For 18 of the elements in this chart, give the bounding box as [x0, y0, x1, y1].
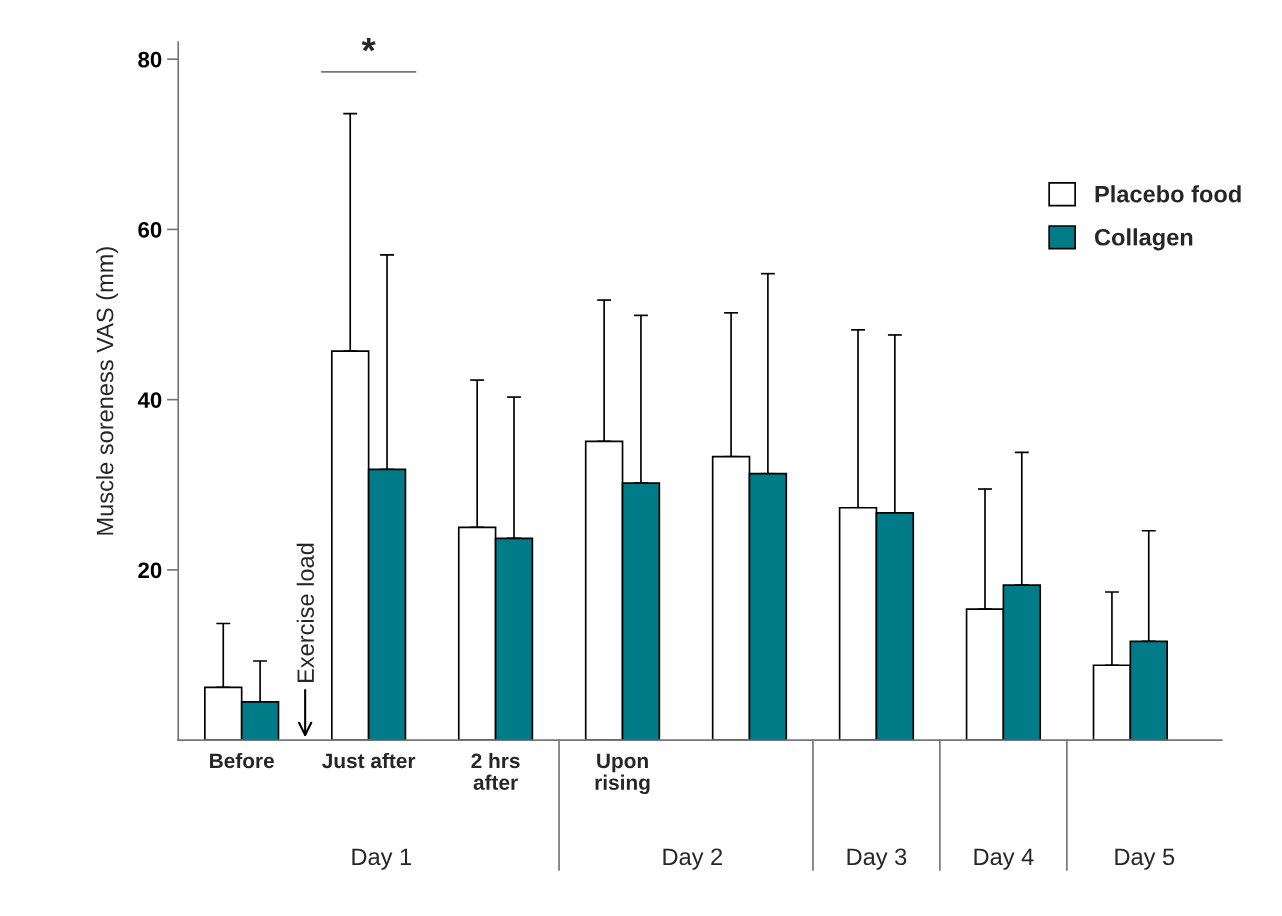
text: Day 1 [352, 848, 412, 870]
y-tick-label: 20 [138, 562, 162, 579]
annotation: * [361, 37, 376, 52]
legend-label: Collagen [1094, 228, 1193, 251]
legend-label: Placebo food [1095, 185, 1241, 203]
text: Day 2 [663, 848, 723, 870]
x-tick-label: Before [210, 752, 274, 769]
x-tick-label: 2 hrs after [471, 752, 520, 790]
text: Day 4 [974, 848, 1034, 870]
x-tick-label: Just after [322, 752, 416, 769]
y-tick-label: 80 [138, 51, 162, 68]
y-tick-label: 40 [137, 392, 162, 408]
annotation: Exercise load [296, 543, 315, 683]
text: Day 5 [1115, 848, 1175, 870]
x-tick-label: Upon rising [595, 753, 650, 795]
y-tick-label: 60 [138, 221, 162, 238]
y-axis-title: Muscle soreness VAS (mm) [96, 247, 119, 535]
text: Day 3 [847, 848, 907, 870]
